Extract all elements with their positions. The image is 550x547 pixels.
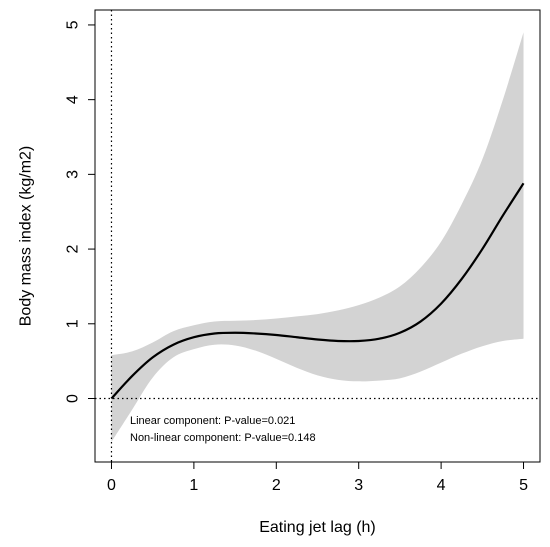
nonlinear-pvalue-annotation: Non-linear component: P-value=0.148 xyxy=(130,432,316,444)
y-tick-label: 0 xyxy=(65,394,82,403)
y-tick-label: 3 xyxy=(65,170,82,179)
plot-frame xyxy=(94,9,541,463)
x-tick-label: 1 xyxy=(189,477,198,494)
y-tick-label: 1 xyxy=(65,319,82,328)
confidence-band xyxy=(111,32,524,442)
x-tick-label: 5 xyxy=(519,477,528,494)
x-tick-label: 0 xyxy=(107,477,116,494)
y-tick-label: 4 xyxy=(65,95,82,104)
y-tick-label: 2 xyxy=(65,245,82,254)
y-axis-label: Body mass index (kg/m2) xyxy=(18,146,35,327)
x-tick-label: 2 xyxy=(272,477,281,494)
x-tick-label: 4 xyxy=(437,477,446,494)
confidence-band-layer xyxy=(111,32,524,442)
series-layer xyxy=(110,182,525,400)
x-axis-label: Eating jet lag (h) xyxy=(259,519,376,536)
x-tick-label: 3 xyxy=(354,477,363,494)
y-tick-label: 5 xyxy=(65,20,82,29)
linear-pvalue-annotation: Linear component: P-value=0.021 xyxy=(130,415,295,427)
y-ticks: 0 1 2 3 4 5 xyxy=(65,20,95,403)
series-line xyxy=(110,182,525,400)
x-ticks: 0 1 2 3 4 5 xyxy=(107,462,528,494)
reference-lines xyxy=(95,10,540,462)
